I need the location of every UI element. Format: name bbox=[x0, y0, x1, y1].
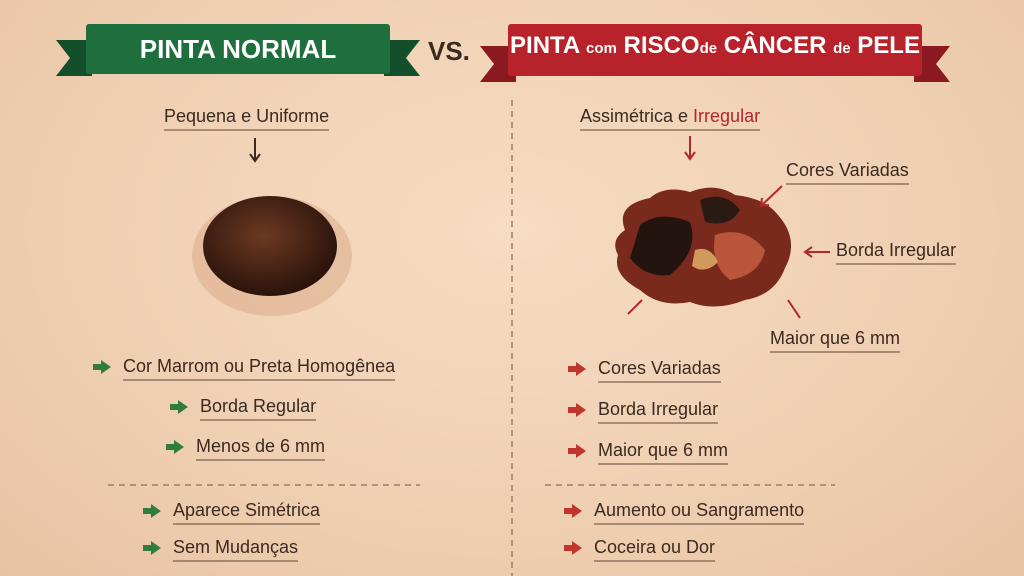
arrow bbox=[627, 299, 643, 315]
title-word: de bbox=[699, 40, 718, 57]
vs: VS. bbox=[428, 36, 470, 66]
arrow bbox=[684, 151, 696, 161]
feature: Borda Irregular bbox=[598, 399, 719, 424]
bullet-arrow bbox=[564, 545, 573, 551]
bullet-arrow bbox=[101, 360, 111, 374]
left-banner bbox=[86, 24, 390, 74]
banner-tail bbox=[384, 40, 420, 76]
bullet-arrow bbox=[572, 504, 582, 518]
feature: Coceira ou Dor bbox=[594, 537, 716, 562]
feature: Maior que 6 mm bbox=[598, 440, 729, 465]
bullet-arrow bbox=[564, 508, 573, 514]
title-word: RISCO bbox=[623, 32, 700, 59]
title-word: de bbox=[833, 40, 851, 57]
left-title: PINTA NORMAL bbox=[139, 34, 337, 64]
bullet-arrow bbox=[576, 444, 586, 458]
bullet-arrow bbox=[143, 545, 152, 551]
caption: Assimétrica e Irregular bbox=[580, 106, 761, 131]
caption-part: Irregular bbox=[693, 106, 761, 126]
bullet-arrow bbox=[151, 541, 161, 555]
bullet-arrow bbox=[568, 407, 577, 413]
bullet-arrow bbox=[568, 448, 577, 454]
mole-light-area bbox=[692, 248, 718, 270]
feature: Aparece Simétrica bbox=[173, 500, 321, 525]
banner-tail bbox=[914, 46, 950, 82]
callout: Maior que 6 mm bbox=[770, 328, 901, 353]
title-word: com bbox=[586, 40, 617, 57]
bullet-arrow bbox=[174, 440, 184, 454]
feature: Borda Regular bbox=[200, 396, 317, 421]
arrow bbox=[761, 185, 783, 206]
callout: Borda Irregular bbox=[836, 240, 957, 265]
feature: Aumento ou Sangramento bbox=[594, 500, 805, 525]
feature: Menos de 6 mm bbox=[196, 436, 326, 461]
arrow bbox=[759, 197, 770, 208]
bullet-arrow bbox=[568, 366, 577, 372]
title-word: CÂNCER bbox=[723, 32, 827, 59]
caption-part: Assimétrica e bbox=[580, 106, 689, 126]
normal-mole bbox=[203, 196, 337, 296]
mole-dark-area bbox=[700, 196, 740, 224]
mole-dark-area bbox=[630, 216, 693, 276]
bullet-arrow bbox=[170, 404, 179, 410]
title-word: PINTA bbox=[510, 32, 580, 59]
bullet-arrow bbox=[576, 403, 586, 417]
bullet-arrow bbox=[151, 504, 161, 518]
arrow bbox=[787, 299, 801, 319]
feature: Cores Variadas bbox=[598, 358, 721, 383]
callout: Cores Variadas bbox=[786, 160, 909, 185]
banner-tail bbox=[56, 40, 92, 76]
bullet-arrow bbox=[166, 444, 175, 450]
bullet-arrow bbox=[143, 508, 152, 514]
caption: Pequena e Uniforme bbox=[164, 106, 330, 131]
right-title: PINTA com RISCOde CÂNCER de PELE bbox=[508, 32, 922, 60]
mole-red-area bbox=[714, 232, 765, 280]
feature: Cor Marrom ou Preta Homogênea bbox=[123, 356, 396, 381]
arrow bbox=[249, 153, 261, 163]
bullet-arrow bbox=[93, 364, 102, 370]
bullet-arrow bbox=[572, 541, 582, 555]
bullet-arrow bbox=[178, 400, 188, 414]
right-banner bbox=[508, 24, 922, 76]
title-word: PELE bbox=[857, 32, 920, 59]
arrow bbox=[803, 246, 813, 258]
feature: Sem Mudanças bbox=[173, 537, 299, 562]
arrows bbox=[627, 136, 830, 319]
bullet-arrow bbox=[576, 362, 586, 376]
banner-tail bbox=[480, 46, 516, 82]
